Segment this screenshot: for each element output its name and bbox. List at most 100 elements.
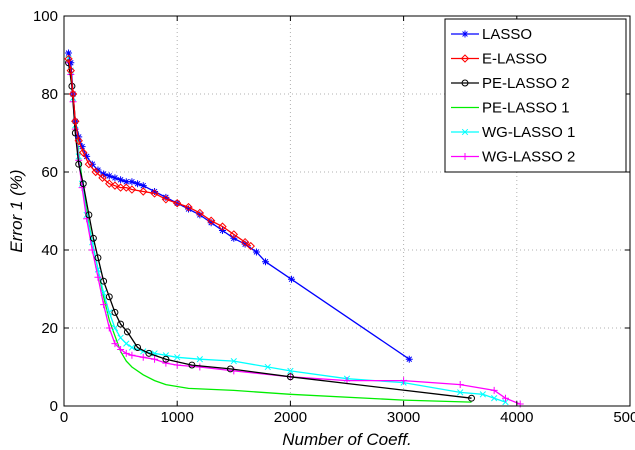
- data-point: [162, 359, 170, 367]
- data-point: [490, 386, 498, 394]
- data-point: [100, 170, 108, 178]
- data-point: [66, 66, 75, 75]
- data-point: [150, 189, 159, 198]
- data-point: [151, 188, 159, 195]
- data-point: [173, 361, 181, 369]
- data-point: [456, 381, 464, 389]
- data-point: [139, 187, 148, 196]
- y-tick-label: 0: [50, 398, 58, 415]
- y-axis-label: Error 1 (%): [7, 169, 26, 252]
- data-point: [134, 180, 142, 188]
- data-point: [122, 178, 130, 186]
- data-point: [461, 153, 469, 160]
- series-line: [67, 52, 410, 360]
- data-point: [116, 183, 125, 192]
- data-point: [65, 49, 73, 57]
- data-point: [226, 365, 234, 373]
- x-tick-label: 4000: [500, 409, 533, 426]
- data-point: [89, 234, 97, 242]
- data-point: [105, 179, 114, 188]
- data-point: [111, 340, 119, 348]
- data-point: [288, 275, 296, 283]
- data-point: [287, 367, 294, 375]
- legend: LASSO E-LASSO PE-LASSO 2 PE-LASSO 1 WG-LASSO…: [444, 18, 627, 173]
- data-point: [127, 185, 137, 194]
- data-point: [75, 160, 83, 168]
- y-tick-label: 100: [33, 8, 58, 25]
- y-tick-label: 60: [41, 164, 58, 181]
- data-point: [502, 398, 509, 406]
- data-point: [74, 136, 83, 146]
- data-point: [196, 211, 204, 219]
- legend-label: LASSO: [482, 26, 532, 43]
- data-point: [206, 216, 216, 225]
- data-point: [161, 195, 171, 204]
- x-tick-label: 2000: [274, 409, 307, 426]
- data-point: [491, 395, 498, 402]
- data-point: [110, 181, 120, 190]
- data-point: [405, 355, 413, 363]
- data-point: [94, 254, 102, 262]
- data-point: [83, 152, 91, 160]
- data-point: [229, 230, 239, 239]
- data-point: [479, 391, 486, 398]
- data-point: [123, 340, 130, 347]
- data-point: [98, 173, 107, 183]
- legend-label: PE-LASSO 2: [482, 75, 570, 92]
- data-point: [400, 377, 408, 385]
- plot-area-frame: [63, 15, 631, 407]
- data-point: [252, 248, 260, 256]
- data-point: [106, 309, 113, 316]
- data-point: [162, 355, 170, 363]
- data-point: [85, 211, 93, 219]
- data-point: [88, 246, 96, 254]
- data-point: [122, 349, 130, 357]
- x-tick-label: 0: [60, 409, 68, 426]
- legend-label: PE-LASSO 1: [482, 100, 570, 117]
- y-tick-label: 20: [41, 320, 58, 337]
- data-point: [134, 344, 142, 351]
- legend-label: E-LASSO: [482, 51, 547, 68]
- data-point: [241, 240, 249, 248]
- data-point: [111, 174, 119, 182]
- data-point: [240, 237, 250, 247]
- data-point: [196, 363, 204, 371]
- data-point: [196, 356, 203, 363]
- data-point: [123, 328, 131, 336]
- series-e-lasso: [64, 54, 255, 251]
- data-point: [162, 193, 170, 201]
- data-point: [230, 357, 237, 365]
- data-point: [185, 205, 193, 213]
- data-point: [151, 355, 159, 363]
- data-point: [67, 59, 75, 67]
- data-point: [91, 167, 100, 177]
- data-point: [84, 159, 94, 169]
- x-tick-label: 3000: [387, 409, 420, 426]
- data-point: [184, 202, 193, 212]
- data-point: [105, 172, 113, 180]
- data-point: [78, 143, 86, 151]
- data-point: [457, 389, 464, 396]
- data-point: [264, 363, 271, 371]
- series-layer: [64, 49, 524, 408]
- data-point: [105, 324, 113, 332]
- series-line: [67, 62, 472, 399]
- data-point: [246, 241, 255, 251]
- data-point: [195, 208, 205, 218]
- data-point: [64, 54, 73, 64]
- data-point: [71, 117, 80, 126]
- legend-label: WG-LASSO 1: [482, 124, 575, 141]
- data-point: [501, 394, 509, 402]
- data-point: [79, 180, 87, 188]
- series-line: [67, 58, 506, 403]
- data-point: [139, 353, 147, 361]
- data-point: [111, 324, 119, 332]
- series-lasso: [65, 49, 413, 363]
- data-point: [172, 198, 182, 208]
- data-point: [94, 166, 102, 174]
- data-point: [218, 222, 227, 231]
- data-point: [94, 273, 102, 281]
- data-point: [117, 320, 125, 328]
